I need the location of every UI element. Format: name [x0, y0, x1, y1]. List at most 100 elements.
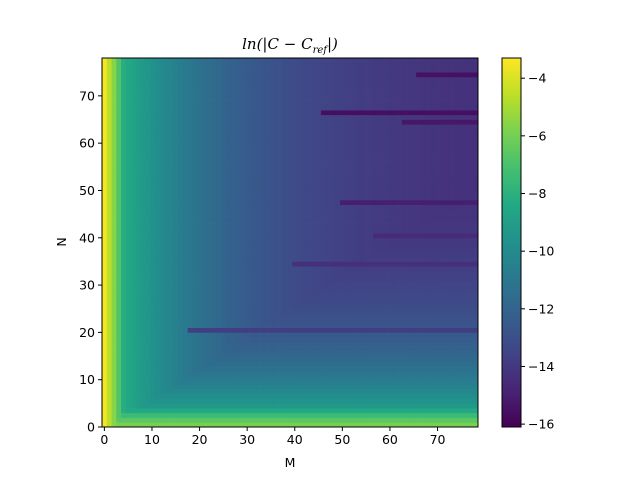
heatmap-cell [121, 228, 127, 234]
heatmap-cell [449, 403, 455, 409]
heatmap-cell [168, 332, 174, 338]
heatmap-cell [182, 218, 189, 224]
heatmap-cell [297, 346, 303, 352]
heatmap-cell [197, 209, 203, 215]
heatmap-cell [154, 308, 160, 314]
heatmap-cell [444, 185, 450, 191]
heatmap-cell [301, 166, 308, 172]
heatmap-cell [149, 374, 155, 381]
heatmap-cell [144, 147, 150, 153]
heatmap-cell [216, 261, 222, 267]
heatmap-cell [259, 266, 265, 272]
heatmap-cell [268, 185, 274, 191]
heatmap-cell [268, 289, 274, 295]
heatmap-cell [311, 223, 317, 229]
heatmap-cell [240, 261, 246, 267]
heatmap-cell [111, 218, 117, 224]
heatmap-cell [430, 242, 436, 248]
heatmap-cell [297, 209, 303, 215]
heatmap-cell [178, 157, 184, 163]
heatmap-cell [173, 393, 179, 399]
heatmap-cell [311, 209, 317, 215]
heatmap-cell [135, 275, 141, 281]
heatmap-cell [125, 247, 131, 253]
heatmap-cell [187, 147, 193, 153]
heatmap-cell [325, 351, 331, 357]
heatmap-cell [330, 181, 336, 187]
heatmap-cell [240, 360, 246, 366]
heatmap-cell [406, 261, 412, 267]
heatmap-cell [454, 256, 460, 262]
heatmap-cell [178, 412, 184, 418]
heatmap-cell [235, 256, 241, 262]
heatmap-cell [458, 356, 465, 362]
heatmap-cell [235, 384, 241, 390]
heatmap-cell [263, 228, 269, 234]
heatmap-cell [206, 138, 212, 144]
heatmap-cell [373, 147, 379, 153]
heatmap-cell [130, 389, 136, 395]
heatmap-cell [425, 294, 431, 300]
heatmap-cell [311, 166, 317, 172]
heatmap-cell [168, 266, 174, 272]
heatmap-cell [111, 360, 117, 366]
heatmap-cell [211, 199, 217, 205]
heatmap-cell [259, 408, 265, 414]
heatmap-cell [325, 275, 331, 281]
heatmap-cell [168, 157, 174, 163]
heatmap-cell [373, 166, 379, 172]
heatmap-cell [125, 171, 131, 177]
heatmap-cell [149, 237, 155, 243]
heatmap-cell [106, 190, 112, 196]
heatmap-cell [102, 346, 108, 352]
heatmap-cell [102, 256, 108, 262]
heatmap-cell [249, 233, 255, 239]
heatmap-cell [320, 322, 327, 328]
heatmap-cell [382, 147, 388, 153]
heatmap-cell [273, 152, 279, 158]
heatmap-cell [439, 133, 446, 139]
heatmap-cell [387, 403, 393, 409]
heatmap-cell [378, 166, 384, 172]
heatmap-cell [330, 223, 336, 229]
heatmap-cell [206, 393, 212, 399]
heatmap-cell [330, 256, 336, 262]
heatmap-cell [106, 322, 112, 328]
heatmap-cell [106, 204, 112, 210]
heatmap-cell [178, 403, 184, 409]
heatmap-cell [392, 261, 398, 267]
heatmap-cell [463, 351, 469, 357]
heatmap-cell [406, 195, 412, 201]
heatmap-cell [211, 223, 217, 229]
heatmap-cell [435, 294, 441, 300]
heatmap-cell [154, 266, 160, 272]
heatmap-cell [325, 199, 331, 205]
heatmap-cell [102, 128, 108, 135]
heatmap-cell [206, 251, 212, 258]
heatmap-cell [306, 152, 312, 158]
heatmap-cell [454, 294, 460, 300]
heatmap-cell [387, 233, 393, 239]
heatmap-cell [144, 370, 150, 376]
heatmap-cell [397, 322, 403, 328]
heatmap-cell [368, 157, 374, 163]
heatmap-cell [206, 313, 212, 319]
heatmap-cell [473, 294, 479, 300]
heatmap-cell [449, 289, 455, 295]
heatmap-cell [392, 294, 398, 300]
heatmap-cell [273, 408, 279, 414]
heatmap-cell [430, 289, 436, 295]
heatmap-cell [135, 251, 141, 258]
heatmap-cell [121, 162, 127, 168]
heatmap-cell [178, 379, 184, 385]
heatmap-cell [240, 247, 246, 253]
heatmap-cell [187, 256, 193, 262]
heatmap-cell [111, 152, 117, 158]
heatmap-cell [240, 185, 246, 191]
heatmap-cell [378, 209, 384, 215]
heatmap-cell [192, 398, 198, 404]
heatmap-cell [439, 171, 446, 177]
heatmap-cell [392, 185, 398, 191]
heatmap-cell [320, 171, 327, 177]
heatmap-cell [449, 313, 455, 319]
